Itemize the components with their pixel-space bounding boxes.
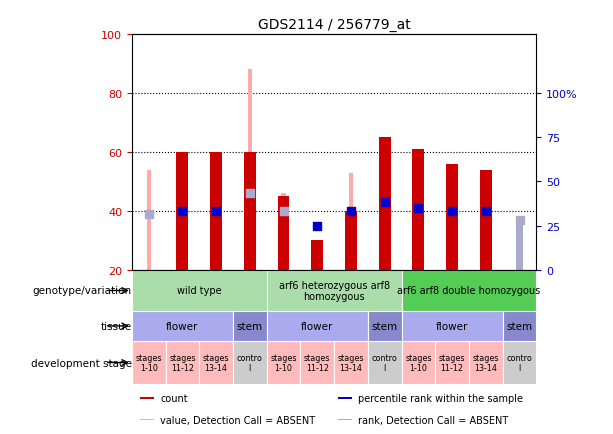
Point <box>178 208 188 215</box>
Point <box>380 199 390 206</box>
Bar <box>402 341 435 384</box>
Text: stages
13-14: stages 13-14 <box>203 353 229 372</box>
Bar <box>140 398 154 399</box>
Bar <box>368 311 402 341</box>
Bar <box>402 311 503 341</box>
Point <box>312 223 322 230</box>
Text: tissue: tissue <box>101 321 132 331</box>
Bar <box>349 173 353 270</box>
Bar <box>469 341 503 384</box>
Text: stages
11-12: stages 11-12 <box>169 353 196 372</box>
Bar <box>140 419 154 421</box>
Text: contro
l: contro l <box>506 353 533 372</box>
Bar <box>132 270 267 311</box>
Text: flower: flower <box>301 321 333 331</box>
Text: genotype/variation: genotype/variation <box>32 286 132 296</box>
Bar <box>345 211 357 270</box>
Text: stages
1-10: stages 1-10 <box>405 353 432 372</box>
Bar <box>503 311 536 341</box>
Text: count: count <box>160 393 188 403</box>
Text: stem: stem <box>237 321 263 331</box>
Bar <box>503 341 536 384</box>
Point <box>245 191 255 197</box>
Bar <box>166 341 199 384</box>
Bar <box>199 341 233 384</box>
Bar <box>379 138 390 270</box>
Text: rank, Detection Call = ABSENT: rank, Detection Call = ABSENT <box>359 415 509 425</box>
Text: arf6 heterozygous arf8
homozygous: arf6 heterozygous arf8 homozygous <box>278 280 390 302</box>
Text: contro
l: contro l <box>371 353 398 372</box>
Point <box>211 208 221 215</box>
Bar <box>233 341 267 384</box>
Bar <box>248 70 252 270</box>
Text: flower: flower <box>166 321 199 331</box>
Bar <box>446 164 458 270</box>
Bar <box>338 398 352 399</box>
Bar <box>132 311 233 341</box>
Text: contro
l: contro l <box>237 353 263 372</box>
Point <box>413 205 423 212</box>
Text: wild type: wild type <box>177 286 221 296</box>
Text: stages
11-12: stages 11-12 <box>439 353 465 372</box>
Text: arf6 arf8 double homozygous: arf6 arf8 double homozygous <box>397 286 541 296</box>
Bar <box>368 341 402 384</box>
Text: value, Detection Call = ABSENT: value, Detection Call = ABSENT <box>160 415 315 425</box>
Bar <box>132 341 166 384</box>
Bar <box>484 170 488 270</box>
Point <box>447 208 457 215</box>
Text: stages
1-10: stages 1-10 <box>135 353 162 372</box>
Bar <box>281 194 286 270</box>
Text: stages
1-10: stages 1-10 <box>270 353 297 372</box>
Point <box>278 208 289 215</box>
Bar <box>147 170 151 270</box>
Bar <box>338 419 352 421</box>
Text: stem: stem <box>371 321 398 331</box>
Bar <box>210 152 222 270</box>
Text: percentile rank within the sample: percentile rank within the sample <box>359 393 524 403</box>
Bar <box>480 170 492 270</box>
Point <box>143 211 153 218</box>
Text: stages
13-14: stages 13-14 <box>338 353 364 372</box>
Bar <box>435 341 469 384</box>
Bar <box>278 197 289 270</box>
Text: stages
11-12: stages 11-12 <box>304 353 330 372</box>
Bar <box>517 220 522 270</box>
Point <box>346 208 356 215</box>
Bar <box>402 270 536 311</box>
Text: development stage: development stage <box>31 358 132 368</box>
Bar <box>267 341 300 384</box>
Bar <box>517 232 522 270</box>
Bar <box>300 341 334 384</box>
Point <box>481 208 491 215</box>
Text: flower: flower <box>436 321 468 331</box>
Bar <box>267 311 368 341</box>
Bar <box>413 150 424 270</box>
Bar <box>233 311 267 341</box>
Point <box>514 217 524 224</box>
Bar <box>177 152 188 270</box>
Bar <box>311 241 323 270</box>
Title: GDS2114 / 256779_at: GDS2114 / 256779_at <box>257 18 411 32</box>
Bar <box>334 341 368 384</box>
Bar <box>244 152 256 270</box>
Text: stages
13-14: stages 13-14 <box>473 353 499 372</box>
Bar <box>267 270 402 311</box>
Text: stem: stem <box>506 321 533 331</box>
